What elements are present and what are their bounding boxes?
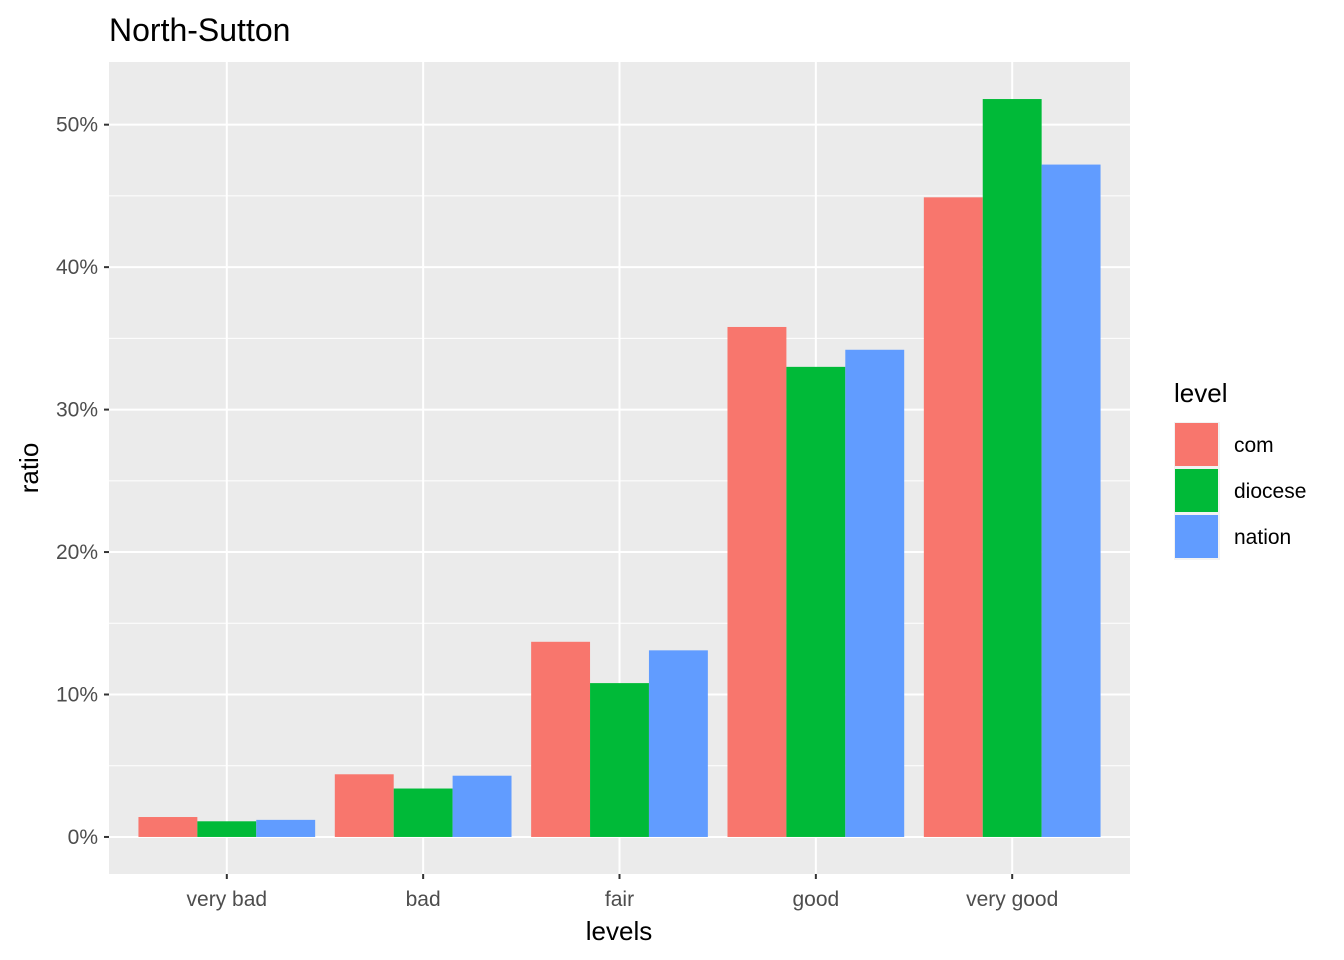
x-axis: very bad bad fair good very good <box>187 874 1058 911</box>
bar <box>197 821 257 837</box>
x-tick-label: very good <box>966 888 1058 911</box>
x-tick-label: fair <box>605 888 634 911</box>
bar <box>393 788 453 837</box>
x-tick-label: very bad <box>187 888 268 911</box>
y-tick-label: 10% <box>56 684 98 707</box>
chart-title: North-Sutton <box>109 12 290 48</box>
legend-swatch <box>1175 515 1218 558</box>
bar <box>1041 164 1101 837</box>
y-axis-title: ratio <box>14 443 44 494</box>
bar <box>727 326 787 837</box>
bar <box>648 650 708 837</box>
legend-label: nation <box>1234 526 1291 549</box>
y-tick-label: 0% <box>68 826 98 849</box>
x-tick-label: bad <box>406 888 441 911</box>
bar <box>982 99 1042 837</box>
bar <box>256 819 316 837</box>
y-tick-label: 50% <box>56 114 98 137</box>
y-tick-label: 40% <box>56 256 98 279</box>
legend: level com diocese nation <box>1174 378 1306 560</box>
bar <box>923 197 983 837</box>
y-axis: 0% 10% 20% 30% 40% 50% <box>56 114 109 849</box>
y-tick-label: 20% <box>56 541 98 564</box>
x-axis-title: levels <box>586 916 652 946</box>
legend-swatch <box>1175 469 1218 512</box>
bar <box>334 774 394 837</box>
bar <box>845 349 905 837</box>
x-tick-label: good <box>792 888 839 911</box>
bar <box>590 683 649 837</box>
y-tick-label: 30% <box>56 399 98 422</box>
legend-swatch <box>1175 423 1218 466</box>
bar <box>786 366 846 837</box>
legend-label: com <box>1234 434 1274 457</box>
bar <box>138 817 198 837</box>
bar <box>452 775 512 837</box>
legend-title: level <box>1174 378 1227 408</box>
bar <box>531 641 591 837</box>
legend-label: diocese <box>1234 480 1306 503</box>
bars <box>138 99 1101 837</box>
